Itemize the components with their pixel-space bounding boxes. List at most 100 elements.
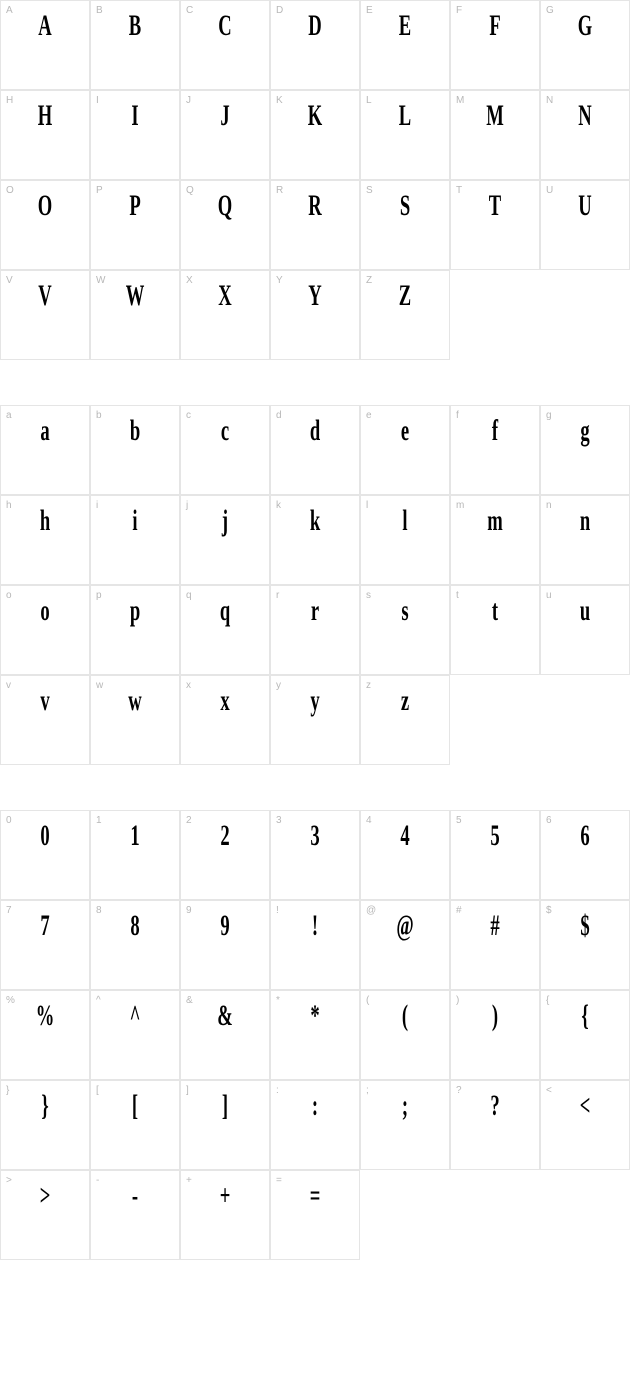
glyph-display: K [288,99,343,133]
glyph-label: Z [366,275,372,286]
glyph-label: 5 [456,815,462,826]
glyph-display: 9 [198,909,253,943]
glyph-display: d [288,414,343,448]
glyph-cell: rr [270,585,360,675]
glyph-cell: 77 [0,900,90,990]
glyph-label: 6 [546,815,552,826]
glyph-display: C [198,9,253,43]
glyph-label: W [96,275,105,286]
glyph-display: m [468,504,523,538]
glyph-display: > [18,1179,73,1213]
glyph-label: ( [366,995,369,1006]
glyph-label: I [96,95,99,106]
glyph-display: S [378,189,433,223]
glyph-display: ) [468,999,523,1033]
glyph-cell: 99 [180,900,270,990]
glyph-cell: PP [90,180,180,270]
glyph-display: r [288,594,343,628]
glyph-label: z [366,680,371,691]
glyph-cell: 11 [90,810,180,900]
glyph-cell: cc [180,405,270,495]
glyph-display: 7 [18,909,73,943]
glyph-label: d [276,410,282,421]
glyph-cell: oo [0,585,90,675]
glyph-display: l [378,504,433,538]
glyph-label: ? [456,1085,462,1096]
glyph-label: < [546,1085,552,1096]
glyph-cell: << [540,1080,630,1170]
glyph-cell: EE [360,0,450,90]
glyph-cell: {{ [540,990,630,1080]
glyph-label: k [276,500,281,511]
glyph-cell: qq [180,585,270,675]
glyph-display: 5 [468,819,523,853]
glyph-cell: (( [360,990,450,1080]
glyph-display: a [18,414,73,448]
glyph-cell: VV [0,270,90,360]
glyph-display: k [288,504,343,538]
glyph-label: ] [186,1085,189,1096]
glyph-label: 7 [6,905,12,916]
glyph-label: t [456,590,459,601]
glyph-cell: tt [450,585,540,675]
glyph-label: f [456,410,459,421]
glyph-cell: 55 [450,810,540,900]
glyph-label: X [186,275,193,286]
glyph-label: P [96,185,103,196]
glyph-cell: )) [450,990,540,1080]
glyph-cell: AA [0,0,90,90]
glyph-cell: ww [90,675,180,765]
glyph-cell: RR [270,180,360,270]
glyph-cell: 33 [270,810,360,900]
glyph-cell: kk [270,495,360,585]
glyph-cell: ?? [450,1080,540,1170]
glyph-cell: nn [540,495,630,585]
glyph-display: e [378,414,433,448]
glyph-label: x [186,680,191,691]
glyph-label: Q [186,185,194,196]
glyph-display: 2 [198,819,253,853]
glyph-label: 3 [276,815,282,826]
glyph-cell: LL [360,90,450,180]
glyph-display: O [18,189,73,223]
glyph-cell: uu [540,585,630,675]
glyph-label: D [276,5,283,16]
glyph-cell: ^^ [90,990,180,1080]
glyph-label: a [6,410,12,421]
glyph-label: 9 [186,905,192,916]
glyph-cell: aa [0,405,90,495]
glyph-display: = [288,1179,343,1213]
glyph-cell: dd [270,405,360,495]
glyph-display: w [108,684,163,718]
glyph-cell: hh [0,495,90,585]
glyph-cell: ss [360,585,450,675]
glyph-label: e [366,410,372,421]
glyph-label: & [186,995,193,1006]
glyph-display: [ [108,1089,163,1123]
glyph-label: S [366,185,373,196]
glyph-label: 0 [6,815,12,826]
glyph-display: A [18,9,73,43]
glyph-display: s [378,594,433,628]
glyph-cell: QQ [180,180,270,270]
glyph-display: D [288,9,343,43]
glyph-label: E [366,5,373,16]
glyph-cell: vv [0,675,90,765]
glyph-display: Y [288,279,343,313]
glyph-label: y [276,680,281,691]
glyph-cell: }} [0,1080,90,1170]
glyph-display: L [378,99,433,133]
glyph-cell: gg [540,405,630,495]
glyph-label: T [456,185,462,196]
glyph-label: U [546,185,553,196]
glyph-cell: jj [180,495,270,585]
glyph-label: B [96,5,103,16]
glyph-label: 8 [96,905,102,916]
glyph-label: ^ [96,995,101,1006]
glyph-section-lowercase: aabbccddeeffgghhiijjkkllmmnnooppqqrrsstt… [0,405,640,765]
glyph-label: > [6,1175,12,1186]
glyph-display: h [18,504,73,538]
glyph-label: - [96,1175,99,1186]
glyph-label: A [6,5,13,16]
glyph-cell: TT [450,180,540,270]
